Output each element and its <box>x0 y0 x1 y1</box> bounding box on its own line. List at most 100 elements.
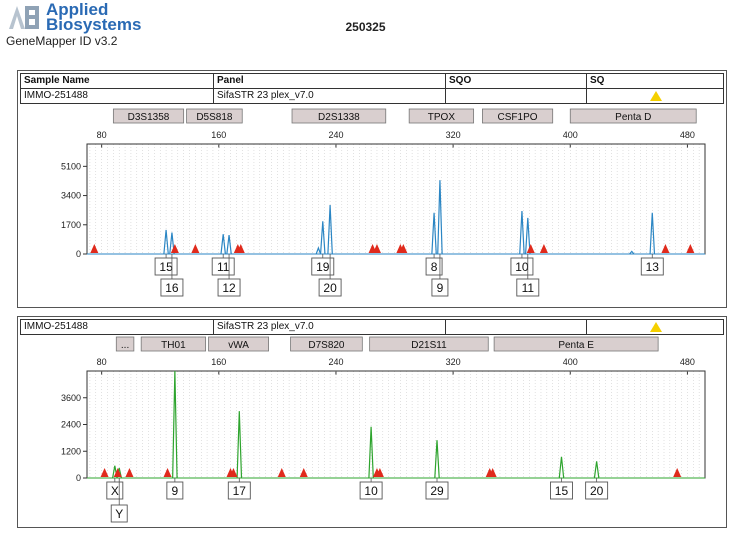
allele-call-box-1 <box>110 504 128 523</box>
brand-line-2: Biosystems <box>46 15 142 34</box>
y-tick-label-0: 0 <box>76 473 81 483</box>
allele-call-label-9: 11 <box>522 281 535 295</box>
size-standard-peak-5 <box>229 468 238 477</box>
allele-call-label-6: 15 <box>555 484 569 498</box>
y-tick-label-2: 2400 <box>61 420 81 430</box>
allele-call-label-7: 20 <box>590 484 604 498</box>
marker-box-1 <box>140 336 207 352</box>
peak-6 <box>558 456 565 479</box>
marker-box-1 <box>186 108 243 124</box>
size-standard-peak-8 <box>399 244 408 253</box>
peak-7 <box>593 461 600 479</box>
allele-call-label-0: 15 <box>159 260 173 274</box>
allele-call-label-5: 20 <box>323 281 337 295</box>
marker-label-0: ... <box>121 340 129 351</box>
size-standard-peak-2 <box>191 244 200 253</box>
sqo-value <box>446 89 587 103</box>
table-header-row: Sample Name Panel SQO SQ <box>20 73 724 89</box>
size-standard-peak-1 <box>113 468 122 477</box>
peak-10 <box>525 217 531 255</box>
peak-2 <box>220 234 226 255</box>
x-tick-label-2: 240 <box>328 130 343 140</box>
marker-label-3: D7S820 <box>308 340 345 351</box>
y-tick-label-3: 3600 <box>61 393 81 403</box>
marker-label-5: Penta D <box>615 112 651 123</box>
allele-call-box-5 <box>318 278 342 297</box>
size-standard-peak-12 <box>673 468 682 477</box>
peak-11 <box>629 250 635 255</box>
x-tick-label-4: 400 <box>563 130 578 140</box>
size-standard-peak-9 <box>526 244 535 253</box>
x-tick-label-4: 400 <box>563 357 578 367</box>
marker-label-4: CSF1PO <box>498 112 538 123</box>
allele-call-label-4: 10 <box>364 484 378 498</box>
marker-label-3: TPOX <box>428 112 456 123</box>
size-standard-peak-12 <box>686 244 695 253</box>
x-tick-label-3: 320 <box>446 357 461 367</box>
marker-box-3 <box>408 108 475 124</box>
y-tick-label-3: 5100 <box>61 161 81 171</box>
applied-biosystems-logo-icon <box>9 6 39 29</box>
size-standard-peak-11 <box>661 244 670 253</box>
marker-box-0 <box>115 336 135 352</box>
x-tick-label-5: 480 <box>680 357 695 367</box>
warning-triangle-icon <box>650 91 662 101</box>
peak-5 <box>319 221 326 255</box>
warning-triangle-icon <box>650 322 662 332</box>
allele-call-box-4 <box>311 257 335 276</box>
y-tick-label-1: 1700 <box>61 220 81 230</box>
allele-call-label-6: 8 <box>431 260 438 274</box>
marker-label-2: D2S1338 <box>318 112 360 123</box>
panel-name: SifaSTR 23 plex_v7.0 <box>214 89 446 103</box>
sq-value <box>587 89 723 103</box>
size-standard-peak-7 <box>299 468 308 477</box>
marker-box-2 <box>208 336 269 352</box>
sample-row: IMMO-251488 SifaSTR 23 plex_v7.0 <box>20 89 724 104</box>
marker-box-4 <box>482 108 554 124</box>
x-tick-label-0: 80 <box>97 357 107 367</box>
size-standard-peak-6 <box>277 468 286 477</box>
peak-8 <box>437 180 443 255</box>
column-header-sqo: SQO <box>446 74 587 88</box>
column-header-sq: SQ <box>590 75 605 86</box>
size-standard-peak-1 <box>170 244 179 253</box>
report-id: 250325 <box>345 20 386 34</box>
marker-label-2: vWA <box>228 340 249 351</box>
y-tick-label-0: 0 <box>76 249 81 259</box>
column-header-panel: Panel <box>214 74 446 88</box>
size-standard-peak-2 <box>125 468 134 477</box>
peak-3 <box>236 411 243 479</box>
allele-call-label-2: 11 <box>217 260 230 274</box>
peak-6 <box>327 204 333 255</box>
peak-2 <box>172 370 178 479</box>
allele-call-label-3: 17 <box>233 484 247 498</box>
allele-call-label-0: X <box>111 484 119 498</box>
size-standard-peak-0 <box>100 468 109 477</box>
allele-call-label-3: 12 <box>222 281 236 295</box>
allele-call-label-4: 19 <box>316 260 330 274</box>
marker-label-5: Penta E <box>558 340 594 351</box>
allele-call-label-1: 16 <box>165 281 179 295</box>
size-standard-peak-10 <box>539 244 548 253</box>
column-header-sample-name: Sample Name <box>21 74 214 88</box>
peak-12 <box>649 212 656 255</box>
allele-call-box-3 <box>227 481 251 500</box>
y-tick-label-2: 3400 <box>61 191 81 201</box>
size-standard-peak-6 <box>372 244 381 253</box>
size-standard-peak-3 <box>163 468 172 477</box>
marker-box-5 <box>569 108 697 124</box>
marker-label-0: D3S1358 <box>128 112 170 123</box>
chart-blue: D3S1358 D5S818 D2S1338 TPOX CSF1PO Penta D80 1… <box>61 108 706 297</box>
marker-box-2 <box>291 108 387 124</box>
size-standard-peak-9 <box>375 468 384 477</box>
size-standard-peak-11 <box>488 468 497 477</box>
allele-call-label-8: 10 <box>515 260 529 274</box>
sample-name: IMMO-251488 <box>21 89 214 103</box>
allele-call-label-5: 29 <box>430 484 444 498</box>
allele-call-label-1: Y <box>115 507 123 521</box>
allele-call-box-7 <box>431 278 449 297</box>
peak-0 <box>163 229 169 255</box>
allele-call-box-9 <box>516 278 540 297</box>
allele-call-box-6 <box>425 257 443 276</box>
x-tick-label-2: 240 <box>328 357 343 367</box>
